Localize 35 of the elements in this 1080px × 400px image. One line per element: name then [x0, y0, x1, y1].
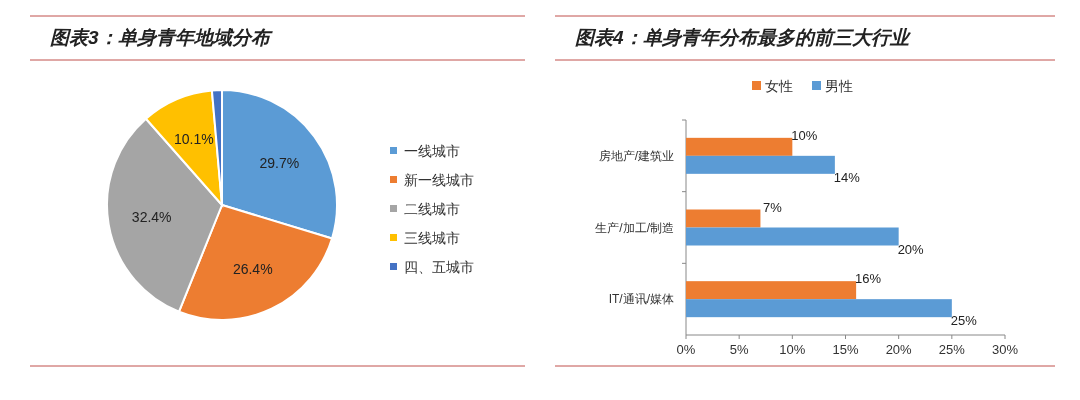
x-tick-label: 30% — [991, 342, 1019, 357]
data-label: 25% — [950, 313, 978, 329]
data-label: 7% — [763, 199, 783, 215]
data-label: 14% — [833, 169, 861, 185]
legend-label: 男性 — [825, 78, 853, 94]
x-tick-label: 25% — [938, 342, 966, 357]
legend-label: 四、五城市 — [404, 259, 474, 275]
data-label: 32.4% — [131, 209, 172, 226]
y-tick-label: 生产/加工/制造 — [595, 220, 674, 235]
data-label: 26.4% — [232, 261, 273, 278]
x-tick-label: 10% — [779, 342, 806, 357]
bar — [686, 227, 899, 246]
data-label: 20% — [897, 241, 925, 257]
chart-title: 图表3：单身青年地域分布 — [50, 27, 273, 48]
x-tick-label: 15% — [832, 342, 859, 357]
legend-label: 新一线城市 — [404, 172, 474, 188]
x-tick-label: 20% — [885, 342, 913, 357]
y-tick-label: IT/通讯/媒体 — [608, 292, 674, 307]
bar — [686, 299, 952, 318]
data-label: 10% — [791, 127, 818, 143]
data-label: 16% — [855, 271, 882, 287]
chart-title: 图表4：单身青年分布最多的前三大行业 — [575, 27, 912, 48]
x-tick-label: 5% — [729, 342, 749, 357]
data-label: 29.7% — [259, 154, 300, 171]
bar — [686, 209, 761, 228]
x-tick-label: 0% — [676, 342, 696, 357]
legend-label: 三线城市 — [404, 230, 460, 246]
bar — [686, 281, 857, 300]
bar — [686, 137, 793, 156]
legend-label: 二线城市 — [404, 201, 460, 217]
legend-label: 女性 — [765, 78, 793, 94]
bar — [686, 155, 835, 174]
legend-label: 一线城市 — [404, 143, 460, 159]
y-tick-label: 房地产/建筑业 — [598, 148, 674, 163]
data-label: 10.1% — [174, 131, 214, 148]
